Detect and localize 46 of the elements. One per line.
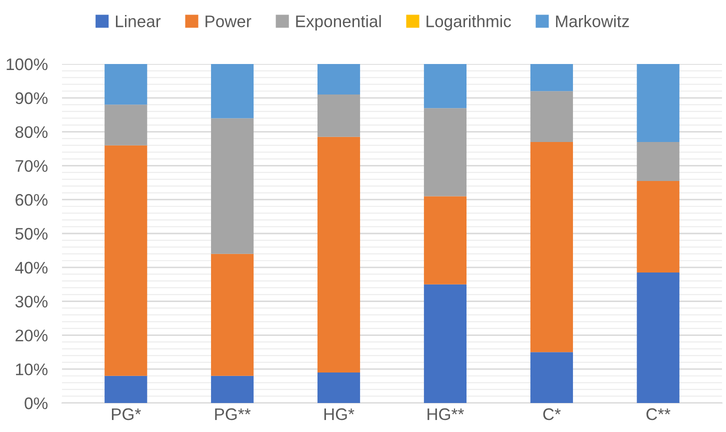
- legend-label: Exponential: [296, 15, 381, 31]
- bar: [636, 180, 680, 272]
- y-tick-label: 0%: [24, 397, 48, 410]
- x-tick-label: C**: [646, 408, 670, 420]
- bar: [424, 64, 467, 108]
- y-tick-label: 10%: [16, 364, 48, 376]
- y-tick-label: 20%: [16, 330, 48, 342]
- y-tick-label: 30%: [15, 296, 48, 308]
- x-tick-label: HG**: [428, 408, 464, 420]
- y-tick-label: 70%: [16, 160, 48, 172]
- bar: [104, 104, 148, 146]
- x-tick-label: C*: [543, 408, 561, 420]
- bar: [636, 272, 680, 403]
- bar: [636, 142, 680, 181]
- bar: [636, 64, 680, 142]
- bar: [211, 376, 254, 403]
- x-tick-label: HG*: [324, 408, 354, 420]
- bar: [317, 136, 360, 372]
- bar: [530, 352, 573, 403]
- bar: [530, 91, 573, 142]
- x-tick-label: PG*: [112, 408, 141, 420]
- bar: [211, 254, 254, 376]
- y-tick-label: 40%: [15, 262, 48, 274]
- bar: [104, 376, 148, 403]
- bar: [424, 108, 467, 196]
- legend-label: Markowitz: [556, 15, 629, 28]
- y-tick-label: 90%: [16, 92, 48, 104]
- y-tick-label: 80%: [15, 126, 48, 138]
- bar: [317, 372, 360, 403]
- bar: [530, 64, 573, 92]
- bar: [211, 64, 254, 118]
- bar: [104, 64, 148, 105]
- legend-label: Logarithmic: [426, 15, 511, 31]
- bar: [317, 64, 360, 95]
- x-tick-label: PG**: [215, 408, 251, 420]
- bar: [211, 118, 254, 254]
- legend-label: Power: [206, 16, 252, 28]
- bar: [317, 94, 360, 137]
- y-tick-label: 100%: [6, 58, 48, 70]
- bar: [530, 142, 573, 352]
- bar: [424, 284, 467, 403]
- y-tick-label: 60%: [16, 194, 48, 206]
- legend-label: Linear: [116, 15, 161, 28]
- bar: [424, 196, 467, 284]
- bar: [104, 145, 148, 376]
- y-tick-label: 50%: [15, 228, 48, 240]
